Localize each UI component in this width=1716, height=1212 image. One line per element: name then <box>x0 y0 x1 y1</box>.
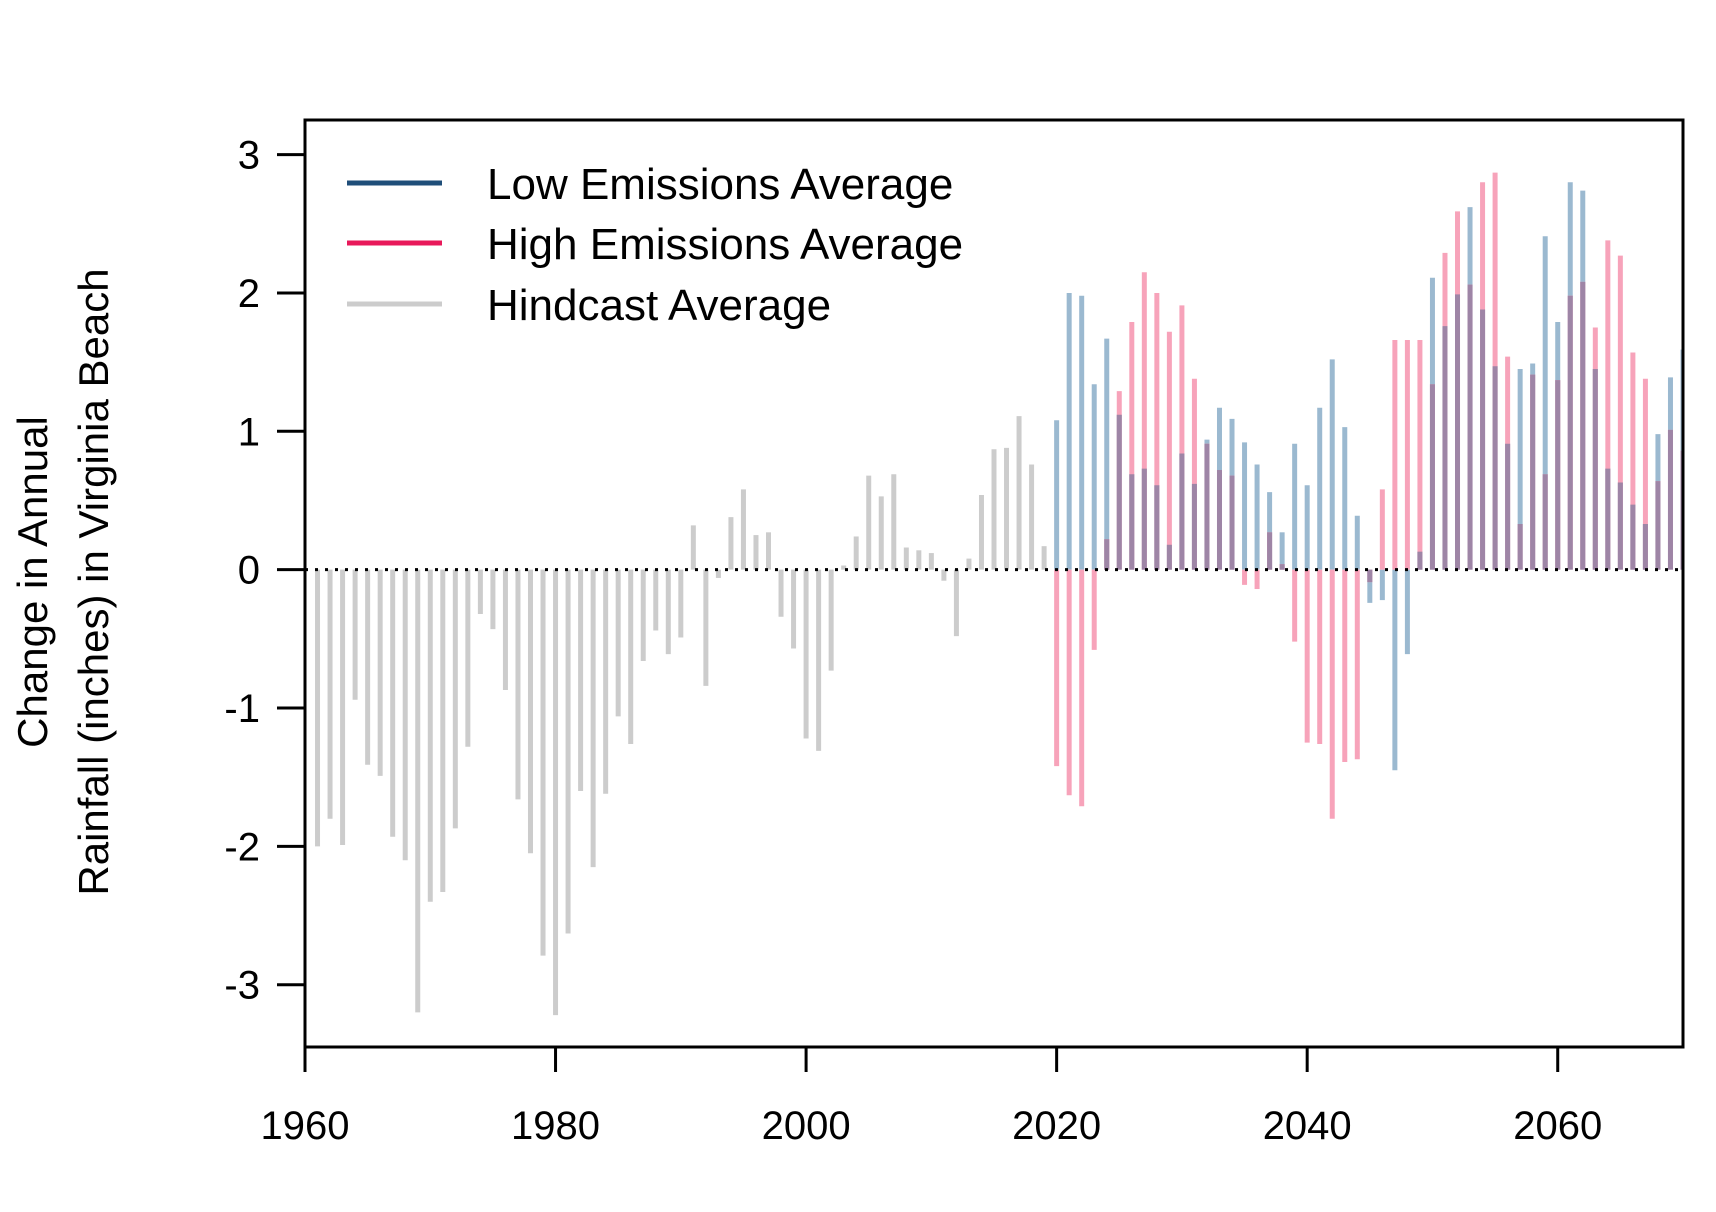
y-tick-label--2: -2 <box>224 825 260 869</box>
x-tick-label-2020: 2020 <box>1012 1104 1101 1148</box>
y-axis-title-line-2: Rainfall (inches) in Virginia Beach <box>70 268 117 895</box>
x-tick-label-1980: 1980 <box>511 1104 600 1148</box>
y-tick-label--1: -1 <box>224 687 260 731</box>
x-axis: 1960 1980 2000 2020 2040 2060 <box>261 1045 1602 1148</box>
y-tick-label-2: 2 <box>238 272 260 316</box>
legend: Low Emissions Average High Emissions Ave… <box>347 160 963 330</box>
x-tick-label-2040: 2040 <box>1263 1104 1352 1148</box>
bar-layer <box>315 172 1683 1016</box>
y-tick-label--3: -3 <box>224 964 260 1008</box>
y-axis-title-line-1: Change in Annual <box>9 416 56 748</box>
legend-label-high-emissions: High Emissions Average <box>487 220 963 269</box>
x-tick-label-2060: 2060 <box>1513 1104 1602 1148</box>
y-tick-label-1: 1 <box>238 410 260 454</box>
y-axis: -3 -2 -1 0 1 2 3 <box>224 134 307 1008</box>
legend-label-low-emissions: Low Emissions Average <box>487 160 953 209</box>
x-tick-label-1960: 1960 <box>261 1104 350 1148</box>
x-tick-label-2000: 2000 <box>762 1104 851 1148</box>
y-tick-label-3: 3 <box>238 134 260 178</box>
legend-label-hindcast: Hindcast Average <box>487 281 831 330</box>
y-tick-label-0: 0 <box>238 549 260 593</box>
y-axis-title: Change in Annual Rainfall (inches) in Vi… <box>9 268 117 895</box>
